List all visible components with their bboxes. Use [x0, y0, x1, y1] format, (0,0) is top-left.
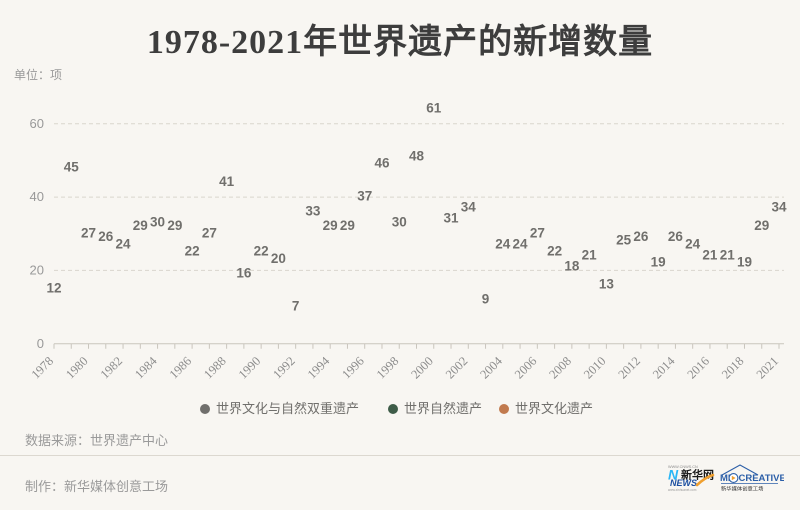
svg-text:26: 26	[633, 229, 649, 244]
svg-text:1986: 1986	[167, 354, 195, 382]
svg-text:20: 20	[271, 251, 286, 266]
svg-text:CREATIVE: CREATIVE	[739, 473, 785, 484]
svg-text:22: 22	[185, 244, 200, 259]
svg-text:24: 24	[685, 236, 701, 251]
svg-text:27: 27	[81, 225, 96, 240]
svg-text:21: 21	[582, 247, 598, 262]
svg-text:34: 34	[771, 200, 787, 215]
svg-text:29: 29	[323, 218, 338, 233]
svg-text:21: 21	[702, 247, 718, 262]
svg-text:2014: 2014	[650, 353, 678, 381]
svg-text:34: 34	[461, 200, 477, 215]
svg-text:41: 41	[219, 174, 235, 189]
svg-text:1988: 1988	[201, 354, 229, 382]
svg-text:22: 22	[254, 244, 269, 259]
svg-text:30: 30	[150, 214, 165, 229]
svg-text:2008: 2008	[546, 354, 574, 382]
svg-text:30: 30	[392, 214, 407, 229]
svg-text:25: 25	[616, 233, 632, 248]
svg-text:13: 13	[599, 277, 615, 292]
svg-text:1992: 1992	[270, 354, 298, 382]
svg-text:37: 37	[357, 189, 372, 204]
svg-text:40: 40	[30, 189, 44, 204]
svg-text:16: 16	[236, 266, 252, 281]
svg-text:18: 18	[564, 258, 580, 273]
svg-text:2010: 2010	[581, 354, 609, 382]
svg-text:2021: 2021	[754, 354, 782, 382]
svg-text:29: 29	[133, 218, 148, 233]
svg-text:2006: 2006	[512, 354, 540, 382]
svg-text:新华媒体创意工场: 新华媒体创意工场	[721, 485, 763, 493]
svg-text:1982: 1982	[98, 354, 126, 382]
svg-text:29: 29	[340, 218, 355, 233]
svg-text:2016: 2016	[684, 354, 712, 382]
svg-text:24: 24	[116, 236, 132, 251]
svg-text:60: 60	[30, 116, 44, 131]
svg-text:1990: 1990	[236, 354, 264, 382]
svg-text:31: 31	[444, 211, 460, 226]
svg-text:27: 27	[202, 225, 217, 240]
svg-text:19: 19	[737, 255, 752, 270]
svg-text:1980: 1980	[63, 354, 91, 382]
svg-text:29: 29	[167, 218, 182, 233]
svg-text:www.xinhuanet.com: www.xinhuanet.com	[668, 488, 697, 492]
svg-text:24: 24	[495, 236, 511, 251]
svg-text:27: 27	[530, 225, 545, 240]
svg-text:26: 26	[668, 229, 684, 244]
svg-text:22: 22	[547, 244, 562, 259]
svg-text:1996: 1996	[339, 354, 367, 382]
svg-text:2012: 2012	[615, 354, 643, 382]
svg-text:1998: 1998	[374, 354, 402, 382]
svg-text:20: 20	[30, 262, 44, 277]
svg-text:24: 24	[513, 236, 529, 251]
svg-text:46: 46	[374, 156, 390, 171]
svg-text:45: 45	[64, 159, 80, 174]
svg-text:29: 29	[754, 218, 769, 233]
svg-text:19: 19	[651, 255, 666, 270]
svg-text:2004: 2004	[477, 353, 505, 381]
svg-text:33: 33	[305, 203, 321, 218]
svg-text:61: 61	[426, 101, 442, 116]
svg-text:7: 7	[292, 299, 300, 314]
svg-text:1984: 1984	[132, 353, 160, 381]
svg-text:12: 12	[46, 280, 61, 295]
svg-text:1994: 1994	[305, 353, 333, 381]
svg-text:2018: 2018	[719, 354, 747, 382]
svg-text:26: 26	[98, 229, 114, 244]
svg-text:NEWS: NEWS	[670, 478, 697, 488]
svg-text:0: 0	[37, 336, 44, 351]
svg-text:2000: 2000	[408, 354, 436, 382]
svg-text:1978: 1978	[29, 354, 57, 382]
svg-text:48: 48	[409, 148, 425, 163]
svg-text:2002: 2002	[443, 354, 471, 382]
svg-text:21: 21	[720, 247, 736, 262]
svg-text:9: 9	[482, 291, 490, 306]
